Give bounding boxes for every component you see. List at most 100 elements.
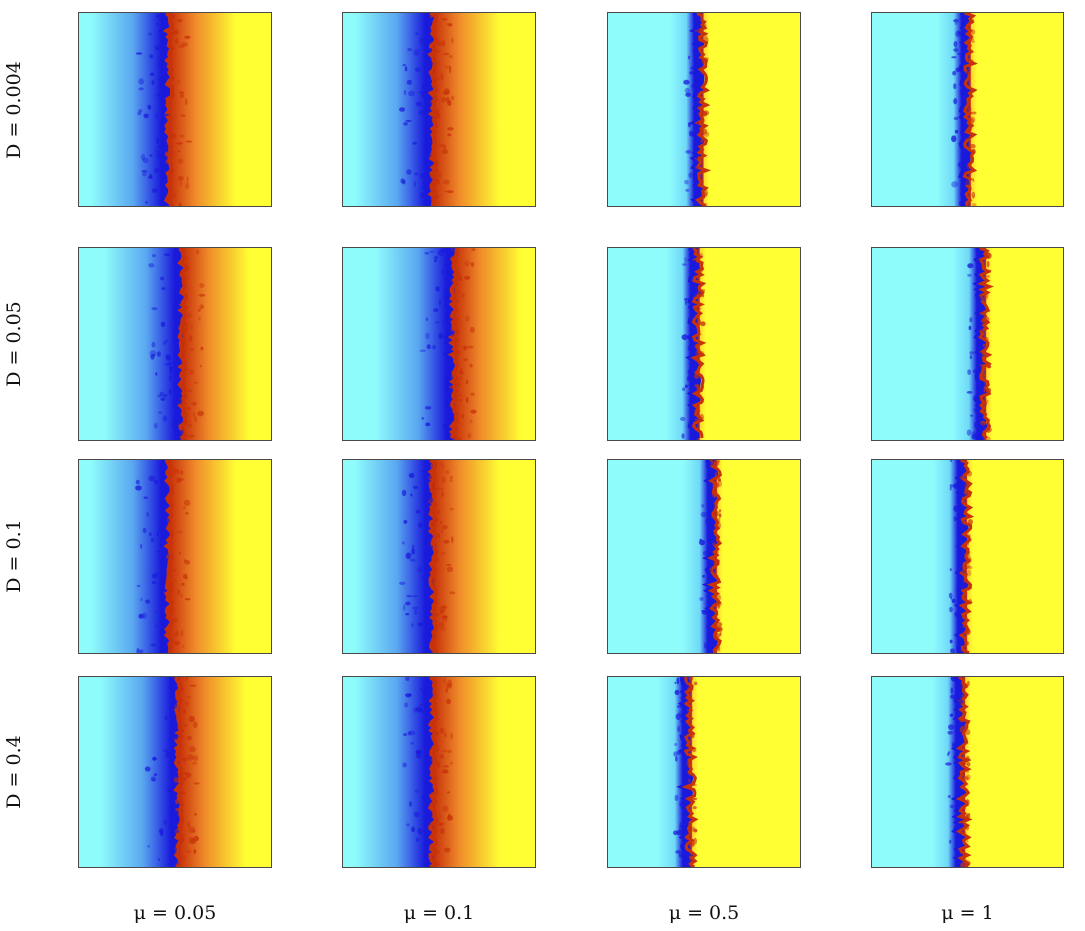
interface-speckle [686,376,690,381]
interface-speckle [967,149,973,152]
interface-speckle [687,369,693,375]
interface-speckle [954,46,959,53]
interface-speckle [172,468,178,474]
interface-speckle [447,285,451,289]
interface-speckle [966,429,972,436]
interface-speckle [964,563,971,569]
interface-right-edge [427,677,441,867]
interface-speckle [187,754,194,761]
interface-speckle [175,630,179,637]
interface-speckle [684,297,690,301]
interface-speckle [163,474,168,480]
interface-speckle [443,423,446,431]
interface-speckle [963,648,966,653]
interface-speckle [185,327,188,332]
interface-speckle [711,616,718,619]
interface-speckle [690,797,698,801]
interface-speckle [694,25,697,29]
interface-speckle [959,726,965,733]
interface-speckle [688,383,696,388]
interface-speckle [154,167,160,174]
panel-r1-c2 [342,12,536,207]
interface-speckle [713,460,720,467]
interface-speckle [703,191,708,198]
interface-speckle [429,750,434,754]
row-label-d: D = 0.1 [3,519,25,593]
interface-speckle [689,843,695,848]
interface-speckle [178,745,181,752]
phase-field-image [608,248,800,440]
interface-speckle [446,566,454,573]
interface-speckle [686,761,692,767]
interface-speckle [963,684,969,689]
interface-speckle [150,354,155,360]
interface-speckle [712,530,715,537]
interface-speckle [446,368,451,373]
interface-speckle [200,346,204,351]
interface-speckle [947,794,951,799]
interface-speckle [950,596,953,600]
interface-speckle [184,576,188,580]
phase-field-image [872,460,1063,653]
interface-speckle [957,52,961,55]
interface-speckle [675,713,682,720]
interface-speckle [967,561,971,565]
interface-speckle [140,153,146,161]
interface-speckle [960,472,964,479]
interface-speckle [706,460,712,466]
interface-speckle [697,385,700,392]
interface-speckle [964,640,970,646]
interface-speckle [168,361,175,364]
interface-speckle [449,248,456,253]
interface-speckle [439,727,445,734]
interface-speckle [402,63,407,67]
interface-speckle [701,610,708,615]
interface-speckle [947,751,951,755]
interface-speckle [149,154,153,157]
interface-speckle [459,375,463,382]
interface-speckle [674,794,679,801]
concentration-gradient [608,460,800,653]
interface-speckle [695,333,702,336]
interface-speckle [164,517,170,524]
interface-speckle [418,709,426,713]
interface-speckle [970,414,973,417]
interface-speckle [689,66,695,71]
interface-speckle [167,788,172,793]
interface-speckle [453,366,458,373]
interface-speckle [691,42,697,46]
interface-speckle [167,362,171,366]
interface-speckle [716,601,722,607]
interface-speckle [979,314,985,319]
interface-speckle [695,152,699,160]
interface-speckle [173,640,180,646]
interface-speckle [422,83,425,90]
interface-speckle [173,776,181,783]
interface-right-edge [447,248,461,440]
interface-speckle [446,190,454,194]
phase-field-image [872,248,1063,440]
interface-speckle [465,396,469,403]
interface-speckle [413,811,420,818]
interface-speckle [405,677,410,681]
interface-speckle [969,351,974,355]
interface-speckle [698,252,704,259]
interface-speckle [703,128,708,135]
interface-speckle [148,475,156,482]
interface-speckle [712,501,720,505]
interface-speckle [415,32,419,35]
interface-speckle [168,582,174,588]
interface-speckle [962,711,966,718]
interface-speckle [184,597,191,601]
interface-speckle [425,317,429,321]
interface-speckle [156,153,163,160]
interface-speckle [983,292,989,300]
panel-r4-c4 [871,676,1064,868]
interface-speckle [186,176,189,183]
interface-speckle [180,179,183,187]
interface-speckle [187,434,195,438]
interface-speckle [440,529,444,534]
interface-speckle [153,422,158,429]
interface-speckle [178,398,183,405]
phase-field-image [79,13,271,206]
